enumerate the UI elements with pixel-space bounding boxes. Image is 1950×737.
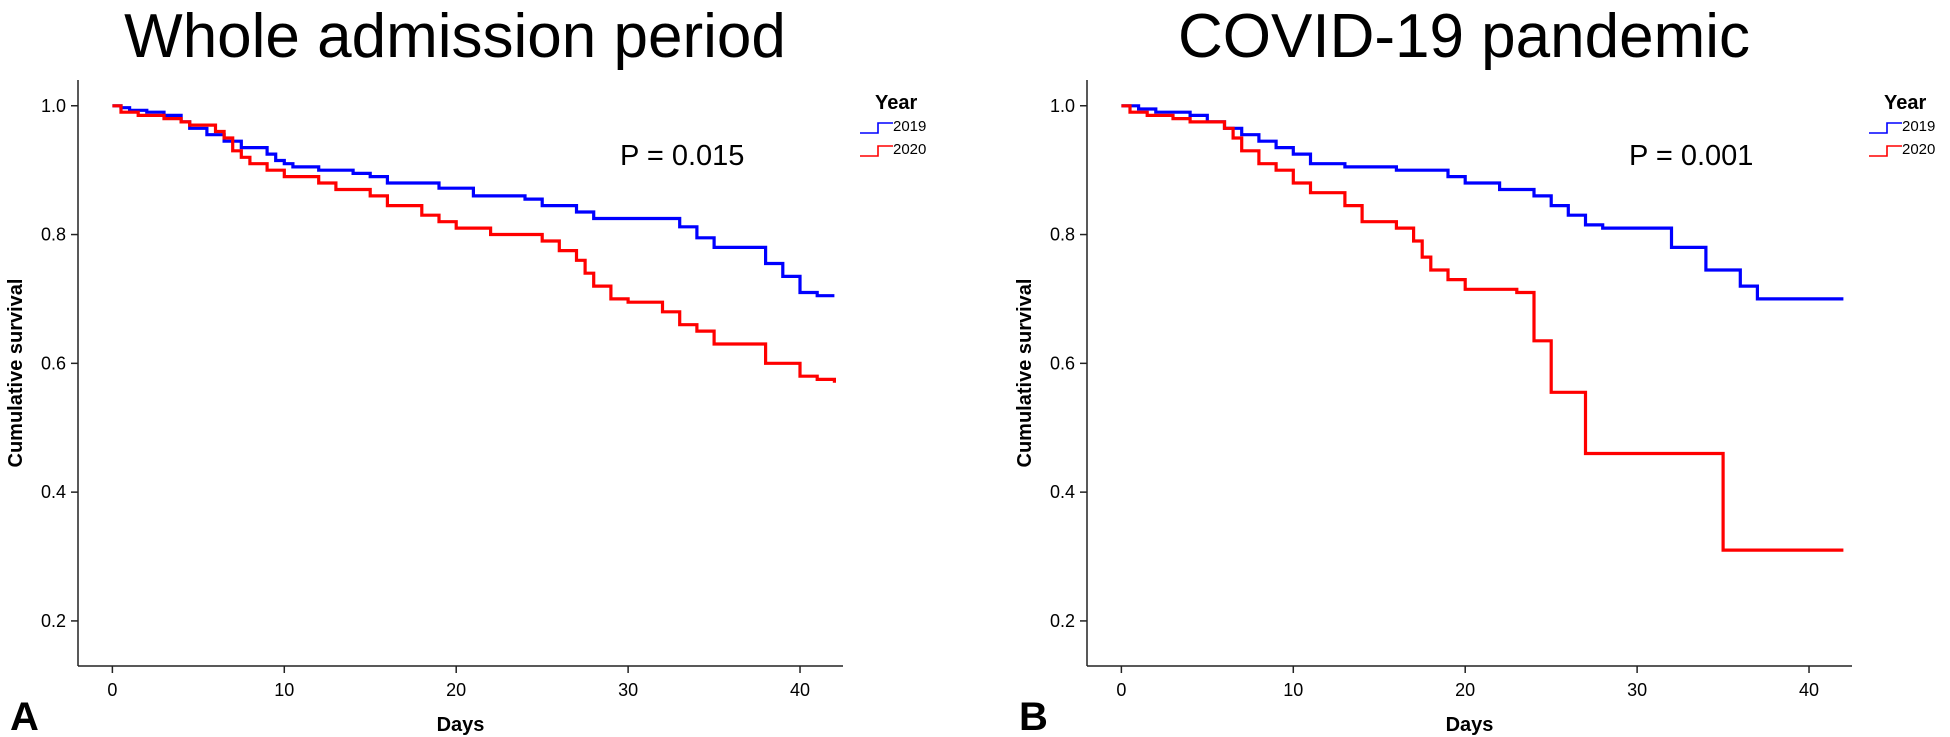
legend-swatch-2019	[860, 122, 893, 134]
x-tick-label: 40	[790, 680, 810, 700]
legend-label: 2019	[1902, 118, 1935, 135]
legend-swatch-2020	[860, 145, 893, 157]
y-tick-label: 1.0	[1050, 96, 1075, 116]
x-tick-label: 10	[274, 680, 294, 700]
x-tick-label: 10	[1283, 680, 1303, 700]
x-tick-label: 0	[107, 680, 117, 700]
legend-label: 2020	[1902, 141, 1935, 158]
chart-title: COVID-19 pandemic	[1178, 2, 1750, 71]
y-tick-label: 0.6	[41, 353, 66, 373]
y-axis-label: Cumulative survival	[1014, 279, 1036, 468]
y-tick-label: 0.4	[1050, 482, 1075, 502]
p-value-annotation: P = 0.001	[1629, 140, 1753, 172]
x-tick-label: 40	[1799, 680, 1819, 700]
legend-label: 2020	[893, 141, 926, 158]
x-axis-label: Days	[1446, 714, 1494, 736]
survival-line-2020	[1121, 104, 1844, 552]
survival-line-2019	[1121, 104, 1844, 301]
legend-title: Year	[1884, 92, 1926, 114]
y-tick-label: 0.8	[41, 225, 66, 245]
x-tick-label: 0	[1116, 680, 1126, 700]
survival-line-2019	[112, 104, 835, 298]
survival-chart-a: Whole admission period 0.2 0.4 0.6 0.8 1.0 0 10…	[5, 2, 926, 737]
x-tick-label: 20	[446, 680, 466, 700]
y-tick-label: 1.0	[41, 96, 66, 116]
x-tick-label: 20	[1455, 680, 1475, 700]
x-tick-label: 30	[1627, 680, 1647, 700]
y-tick-label: 0.6	[1050, 353, 1075, 373]
y-tick-label: 0.8	[1050, 225, 1075, 245]
legend-label: 2019	[893, 118, 926, 135]
chart-panel-b: COVID-19 pandemic 0.2 0.4 0.6 0.8 1.0 0 10 20 30 4…	[1009, 0, 1950, 737]
legend-swatch-2020	[1869, 145, 1902, 157]
x-axis-label: Days	[437, 714, 485, 736]
x-tick-label: 30	[618, 680, 638, 700]
legend-swatch-2019	[1869, 122, 1902, 134]
y-tick-label: 0.4	[41, 482, 66, 502]
y-tick-label: 0.2	[1050, 611, 1075, 631]
panel-letter: B	[1019, 695, 1048, 737]
chart-title: Whole admission period	[124, 2, 786, 71]
chart-panel-a: Whole admission period 0.2 0.4 0.6 0.8 1.0 0 10…	[5, 2, 926, 737]
survival-line-2020	[112, 104, 836, 383]
survival-chart-b: COVID-19 pandemic 0.2 0.4 0.6 0.8 1.0 0 10 20 30 4…	[1014, 2, 1935, 737]
y-axis-label: Cumulative survival	[5, 279, 27, 468]
legend-title: Year	[875, 92, 917, 114]
p-value-annotation: P = 0.015	[620, 140, 744, 172]
y-tick-label: 0.2	[41, 611, 66, 631]
panel-letter: A	[10, 695, 39, 737]
